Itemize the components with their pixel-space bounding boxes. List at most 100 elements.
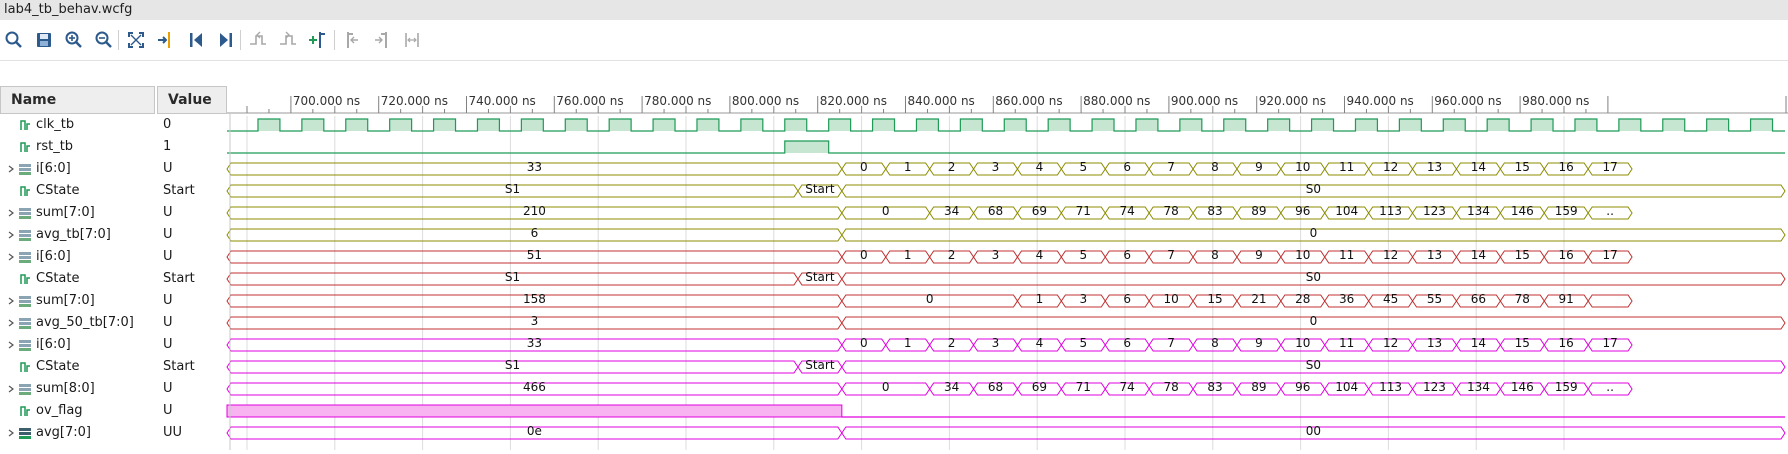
bus-value-label: 14 [1471, 160, 1486, 174]
signal-row[interactable]: sum[7:0] U [0, 290, 230, 312]
bus-value-label: S0 [1306, 358, 1321, 372]
signal-value: U [163, 403, 173, 418]
bus-value-label: 13 [1427, 336, 1442, 350]
bus-value-label: 78 [1163, 380, 1178, 394]
save-button[interactable] [32, 28, 56, 52]
time-tick-label: 840.000 ns [908, 94, 975, 108]
bus-value-label: 13 [1427, 160, 1442, 174]
signal-row[interactable]: avg_tb[7:0] U [0, 224, 230, 246]
clk-waveform[interactable] [227, 118, 1785, 132]
bus-value-label: 36 [1339, 292, 1354, 306]
signal-row[interactable]: avg_50_tb[7:0] U [0, 312, 230, 334]
bus-value-segment[interactable] [1587, 338, 1633, 352]
expand-chevron-icon[interactable] [6, 224, 16, 246]
ov-flag-unknown-region[interactable] [226, 404, 843, 418]
bus-value-segment[interactable] [841, 426, 1786, 440]
bus-value-label: 17 [1602, 160, 1617, 174]
clock-high-pulse [1311, 119, 1334, 131]
bus-signal-dark-icon [19, 428, 31, 439]
go-to-last-time-button[interactable] [214, 28, 238, 52]
expand-chevron-icon[interactable] [6, 158, 16, 180]
bus-value-label: 33 [527, 336, 542, 350]
bus-value-label: 21 [1251, 292, 1266, 306]
bus-value-segment[interactable] [841, 272, 1786, 286]
clock-high-pulse [872, 119, 895, 131]
signal-row[interactable]: avg[7:0] UU [0, 422, 230, 444]
bus-value-segment[interactable] [1587, 382, 1633, 396]
signal-row[interactable]: CState Start [0, 356, 230, 378]
bus-value-segment[interactable] [1587, 162, 1633, 176]
name-column-header[interactable]: Name [0, 86, 155, 114]
time-tick-label: 700.000 ns [293, 94, 360, 108]
value-column-header[interactable]: Value [157, 86, 227, 114]
rst-waveform[interactable] [227, 140, 1785, 154]
signal-row[interactable]: sum[8:0] U [0, 378, 230, 400]
clock-high-pulse [1355, 119, 1378, 131]
search-button[interactable] [2, 28, 26, 52]
bus-value-label: 78 [1163, 204, 1178, 218]
bus-value-label: 33 [527, 160, 542, 174]
clock-high-pulse [257, 119, 280, 131]
bus-value-label: 6 [1123, 248, 1131, 262]
bus-value-label: 123 [1423, 204, 1446, 218]
zoom-out-button[interactable] [92, 28, 116, 52]
previous-marker-button[interactable] [340, 28, 364, 52]
bus-value-segment[interactable] [841, 360, 1786, 374]
signal-row[interactable]: rst_tb 1 [0, 136, 230, 158]
signal-row[interactable]: sum[7:0] U [0, 202, 230, 224]
bus-value-segment[interactable] [841, 316, 1786, 330]
signal-row[interactable]: CState Start [0, 180, 230, 202]
signal-value: U [163, 337, 173, 352]
go-to-cursor-icon [158, 32, 170, 48]
bus-value-label: 6 [531, 226, 539, 240]
zoom-in-button[interactable] [62, 28, 86, 52]
bus-value-segment[interactable] [1587, 294, 1633, 308]
next-transition-button[interactable] [276, 28, 300, 52]
signal-value: UU [163, 425, 183, 440]
clock-high-pulse [389, 119, 412, 131]
clock-high-pulse [828, 119, 851, 131]
signal-row[interactable]: i[6:0] U [0, 246, 230, 268]
zoom-fit-button[interactable] [124, 28, 148, 52]
bus-value-segment[interactable] [1587, 250, 1633, 264]
expand-chevron-icon[interactable] [6, 202, 16, 224]
clock-high-pulse [696, 119, 719, 131]
add-marker-button[interactable] [306, 28, 330, 52]
bus-value-label: 14 [1471, 336, 1486, 350]
next-marker-button[interactable] [370, 28, 394, 52]
bus-value-segment[interactable] [1587, 206, 1633, 220]
signal-row[interactable]: ov_flag U [0, 400, 230, 422]
bus-value-label: 3 [992, 160, 1000, 174]
expand-chevron-icon[interactable] [6, 334, 16, 356]
expand-chevron-icon[interactable] [6, 290, 16, 312]
bit-signal-icon [20, 362, 30, 372]
bus-value-label: 210 [523, 204, 546, 218]
signal-row[interactable]: clk_tb 0 [0, 114, 230, 136]
time-tick-label: 780.000 ns [644, 94, 711, 108]
go-to-cursor-button[interactable] [154, 28, 178, 52]
signal-row[interactable]: CState Start [0, 268, 230, 290]
previous-transition-button[interactable] [246, 28, 270, 52]
bus-value-label: 7 [1167, 248, 1175, 262]
bus-value-label: 91 [1559, 292, 1574, 306]
expand-chevron-icon[interactable] [6, 378, 16, 400]
bus-value-label: 146 [1511, 204, 1534, 218]
bus-value-segment[interactable] [841, 228, 1786, 242]
name-column-label: Name [11, 92, 57, 108]
go-to-time-0-button[interactable] [184, 28, 208, 52]
signal-row[interactable]: i[6:0] U [0, 334, 230, 356]
expand-chevron-icon[interactable] [6, 312, 16, 334]
bus-value-segment[interactable] [841, 184, 1786, 198]
clock-high-pulse [1706, 119, 1729, 131]
expand-chevron-icon[interactable] [6, 422, 16, 444]
clock-high-pulse [301, 119, 324, 131]
bus-value-label: Start [805, 270, 835, 284]
bus-value-label: 15 [1515, 248, 1530, 262]
bus-value-label: 0 [860, 336, 868, 350]
waveform-toolbar [0, 20, 1788, 61]
swap-cursors-button[interactable] [400, 28, 424, 52]
bus-value-label: 3 [1079, 292, 1087, 306]
signal-row[interactable]: i[6:0] U [0, 158, 230, 180]
expand-chevron-icon[interactable] [6, 246, 16, 268]
